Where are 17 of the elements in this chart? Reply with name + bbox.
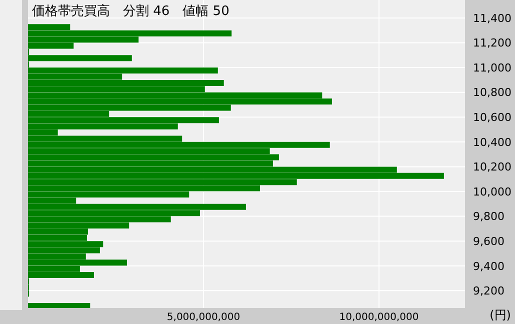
y-tick-label: 10,400 bbox=[473, 136, 512, 149]
chart-title: 価格帯売買高 分割 46 値幅 50 bbox=[32, 3, 230, 20]
y-tick-label: 10,000 bbox=[473, 185, 512, 198]
y-tick-label: 9,200 bbox=[473, 284, 504, 298]
y-tick-label: 11,000 bbox=[473, 61, 512, 74]
y-tick-label: 11,200 bbox=[473, 36, 512, 50]
y-tick-label: 10,800 bbox=[473, 86, 512, 100]
x-tick-label: 10,000,000,000 bbox=[339, 312, 419, 324]
y-tick-label: 10,600 bbox=[473, 111, 512, 124]
y-tick-label: 9,400 bbox=[473, 260, 504, 273]
y-tick-label: 9,800 bbox=[473, 210, 504, 224]
y-tick-label: 9,600 bbox=[473, 234, 504, 248]
bar bbox=[28, 303, 90, 308]
y-tick-label: 10,200 bbox=[473, 160, 512, 174]
x-axis-title: (円) bbox=[490, 307, 511, 324]
y-tick-label: 11,400 bbox=[473, 12, 512, 25]
x-tick-label: 5,000,000,000 bbox=[166, 312, 240, 324]
